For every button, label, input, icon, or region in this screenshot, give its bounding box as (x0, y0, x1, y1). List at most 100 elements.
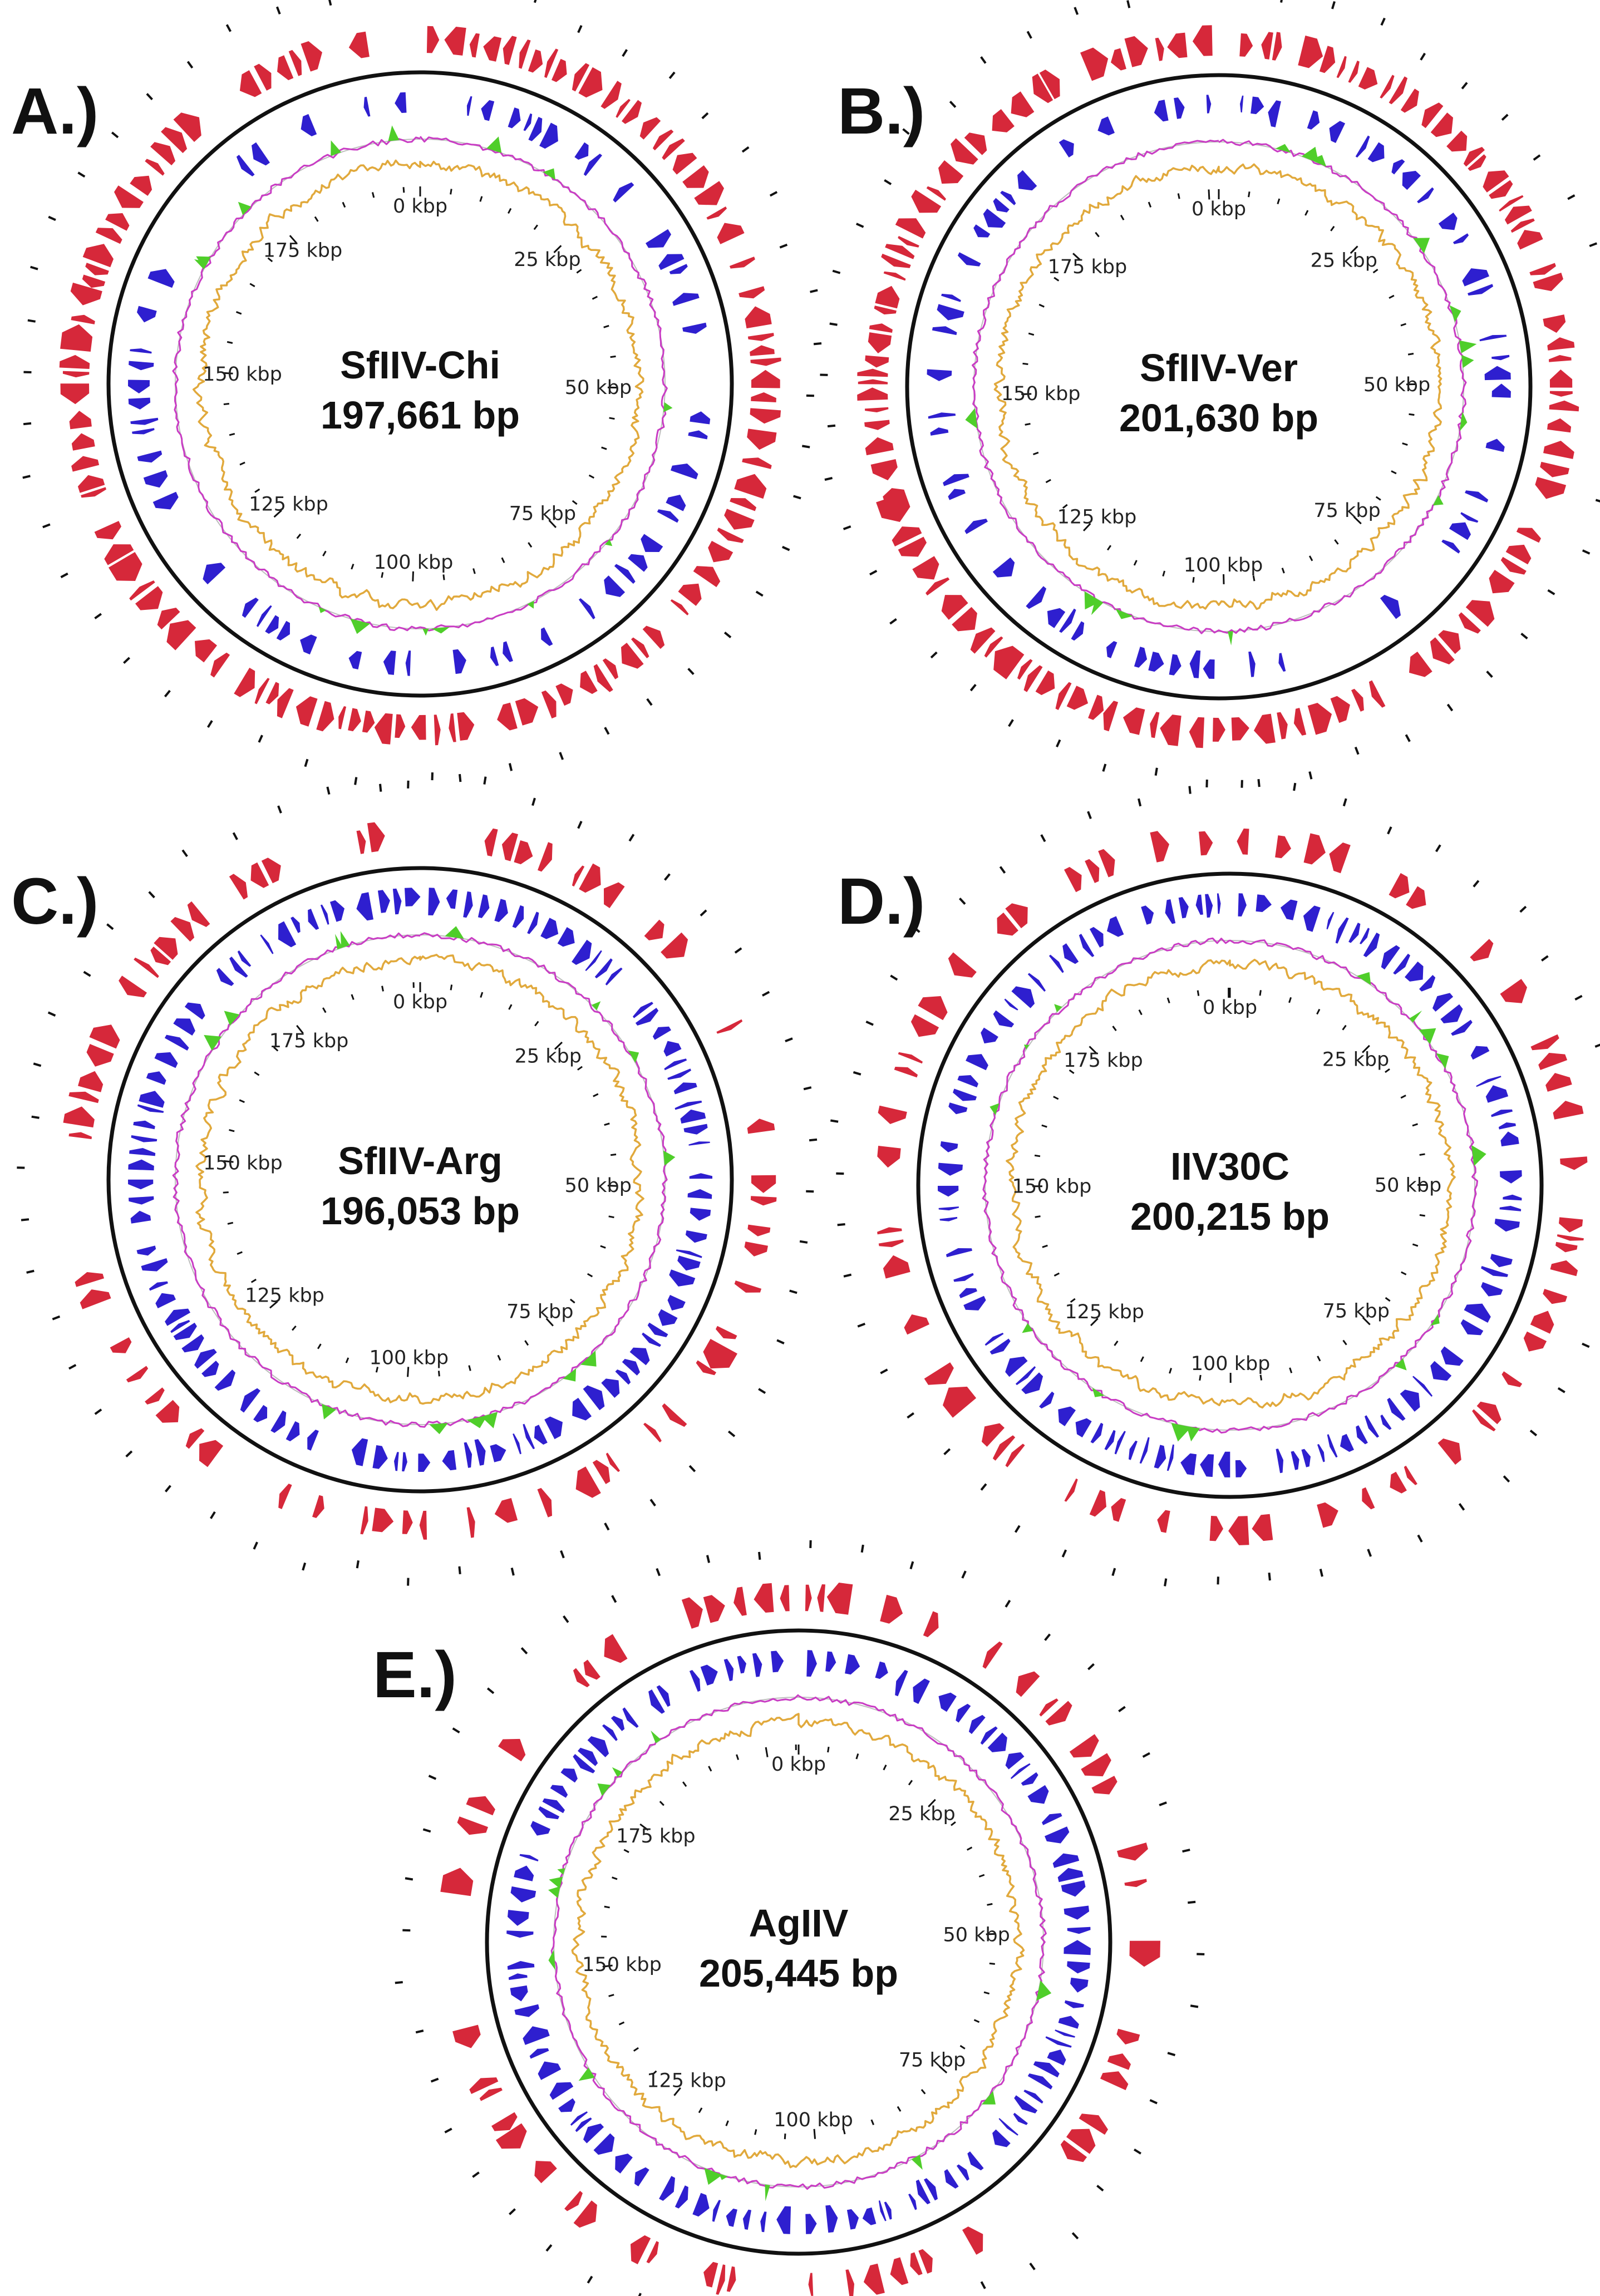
outer-tick (1309, 772, 1311, 780)
reverse-cds-arrow (1276, 1448, 1284, 1473)
forward-cds-arrow (894, 1067, 918, 1077)
forward-cds-arrow (538, 1488, 553, 1517)
forward-cds-arrow (277, 688, 294, 718)
forward-cds-arrow (754, 1583, 774, 1613)
reverse-cds-arrow (690, 1173, 712, 1179)
reverse-cds-arrow (203, 563, 225, 584)
outer-tick (208, 721, 212, 727)
scale-label: 125 kbp (1057, 506, 1137, 528)
scale-tick (403, 187, 404, 193)
outer-tick (804, 1087, 811, 1089)
forward-cds-arrow (63, 371, 89, 377)
forward-cds-arrow (857, 387, 888, 401)
reverse-cds-arrow (1097, 116, 1115, 135)
reverse-cds-arrow (405, 888, 421, 906)
forward-cds-arrow (491, 2112, 518, 2131)
reverse-cds-arrow (490, 1444, 506, 1462)
reverse-cds-arrow (130, 348, 151, 353)
forward-cds-arrow (703, 1339, 737, 1368)
outer-tick (124, 658, 129, 663)
reverse-cds-arrow (1026, 586, 1046, 609)
reverse-cds-arrow (257, 605, 272, 627)
forward-cds-arrow (603, 658, 618, 679)
scale-label: 100 kbp (1184, 554, 1263, 577)
reverse-cds-arrow (574, 142, 588, 160)
outer-tick (52, 1317, 60, 1319)
forward-cds-arrow (1210, 1516, 1223, 1541)
outer-tick (431, 2079, 439, 2082)
forward-cds-arrow (444, 27, 466, 56)
scale-label: 75 kbp (1313, 500, 1380, 522)
outer-tick (962, 1571, 966, 1578)
forward-cds-arrow (1470, 939, 1493, 961)
reverse-cds-arrow (1495, 1219, 1520, 1231)
reverse-cds-arrow (1251, 97, 1264, 115)
forward-cds-arrow (69, 1132, 92, 1140)
forward-cds-arrow (1103, 701, 1118, 731)
scale-tick (602, 447, 607, 449)
reverse-cds-arrow (534, 1425, 548, 1445)
scale-tick (1260, 990, 1261, 996)
forward-cds-arrow (1064, 867, 1082, 892)
outer-tick (357, 1560, 358, 1568)
outer-tick (1063, 1550, 1066, 1557)
forward-cds-arrow (1317, 1502, 1338, 1528)
reverse-cds-arrow (1417, 188, 1434, 204)
reverse-cds-arrow (1451, 1020, 1473, 1036)
forward-cds-arrow (71, 456, 99, 472)
reverse-cds-arrow (1106, 641, 1117, 658)
reverse-cds-arrow (1441, 540, 1460, 554)
outer-tick (1522, 634, 1528, 639)
reverse-cds-arrow (1067, 1927, 1091, 1934)
reverse-cds-arrow (653, 1027, 671, 1040)
forward-cds-arrow (1254, 714, 1276, 744)
forward-cds-arrow (742, 457, 772, 469)
forward-cds-arrow (703, 1595, 725, 1623)
reverse-cds-arrow (1140, 1437, 1150, 1464)
forward-cds-arrow (515, 698, 539, 726)
forward-cds-arrow (584, 1660, 600, 1680)
scale-label: 0 kbp (393, 195, 447, 218)
reverse-cds-arrow (595, 958, 613, 978)
reverse-cds-arrow (149, 1282, 168, 1291)
forward-cds-arrow (1337, 56, 1347, 78)
forward-cds-arrow (296, 696, 318, 727)
scale-tick (974, 2020, 979, 2022)
outer-tick (862, 1545, 863, 1553)
scale-tick (967, 1847, 972, 1850)
outer-tick (69, 1365, 76, 1369)
reverse-cds-arrow (1207, 95, 1212, 113)
reverse-cds-arrow (1256, 894, 1272, 912)
forward-cds-arrow (858, 380, 888, 385)
reverse-cds-arrow (895, 1670, 908, 1696)
reverse-cds-arrow (688, 1189, 712, 1199)
scale-tick (1198, 991, 1199, 996)
forward-cds-arrow (60, 324, 92, 352)
reverse-cds-arrow (308, 909, 319, 930)
forward-cds-arrow (1130, 1941, 1161, 1967)
outer-tick (950, 101, 956, 107)
outer-tick (28, 321, 36, 322)
scale-label: 150 kbp (203, 1152, 283, 1175)
reverse-cds-arrow (1360, 928, 1370, 944)
outer-tick (1418, 1535, 1422, 1542)
outer-tick (95, 1410, 101, 1414)
reverse-cds-arrow (128, 1180, 153, 1190)
outer-tick (211, 1512, 215, 1519)
reverse-cds-arrow (1058, 1868, 1084, 1883)
forward-cds-arrow (1331, 696, 1350, 723)
reverse-cds-arrow (674, 1082, 697, 1094)
reverse-cds-arrow (1465, 490, 1488, 502)
reverse-cds-arrow (463, 891, 473, 918)
scale-tick (451, 189, 452, 194)
forward-cds-arrow (1543, 314, 1565, 333)
reverse-cds-arrow (132, 428, 155, 434)
reverse-cds-arrow (185, 1003, 205, 1020)
forward-cds-arrow (87, 1044, 114, 1067)
genome-map-panel: A.)0 kbp25 kbp50 kbp75 kbp100 kbp125 kbp… (11, 0, 821, 789)
forward-cds-arrow (938, 160, 963, 184)
forward-cds-arrow (924, 1362, 954, 1385)
forward-cds-arrow (1529, 263, 1556, 275)
reverse-cds-arrow (139, 1091, 164, 1108)
reverse-cds-arrow (946, 1248, 972, 1257)
